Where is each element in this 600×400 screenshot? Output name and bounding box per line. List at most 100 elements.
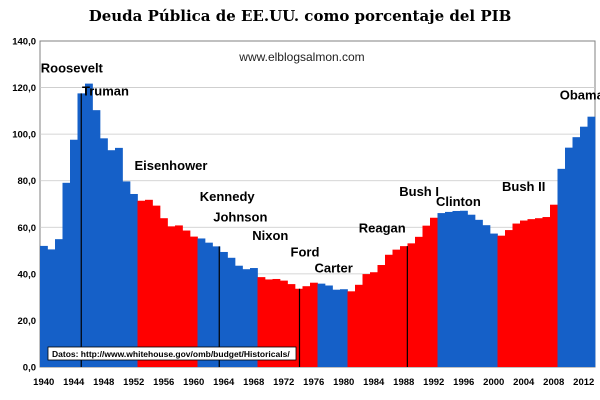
bars bbox=[40, 83, 596, 368]
x-tick-label: 1968 bbox=[243, 377, 264, 388]
bar-2009 bbox=[557, 168, 566, 367]
x-tick-label: 1952 bbox=[123, 377, 144, 388]
president-label: Bush II bbox=[502, 179, 545, 194]
x-tick-label: 1948 bbox=[93, 377, 114, 388]
bar-2008 bbox=[550, 204, 558, 367]
bar-2006 bbox=[535, 218, 543, 367]
bar-1998 bbox=[475, 219, 483, 367]
x-tick-label: 1960 bbox=[183, 377, 204, 388]
source-box bbox=[47, 346, 297, 361]
bar-1979 bbox=[332, 289, 341, 367]
x-tick-label: 1988 bbox=[393, 377, 414, 388]
bar-1968 bbox=[250, 268, 258, 367]
source-note: Datos: http://www.whitehouse.gov/omb/bud… bbox=[52, 349, 290, 359]
bar-1997 bbox=[467, 214, 476, 367]
bar-1983 bbox=[362, 274, 371, 367]
president-label: Nixon bbox=[252, 228, 288, 243]
bar-1994 bbox=[445, 211, 453, 367]
bar-1949 bbox=[107, 150, 116, 367]
y-tick-label: 20,0 bbox=[18, 316, 37, 327]
x-tick-label: 1980 bbox=[333, 377, 354, 388]
bar-1972 bbox=[280, 280, 288, 367]
bar-1978 bbox=[325, 285, 333, 367]
bar-2007 bbox=[542, 217, 551, 367]
president-label: Clinton bbox=[436, 194, 481, 209]
bar-1959 bbox=[182, 230, 191, 367]
president-label: Eisenhower bbox=[135, 158, 208, 173]
y-tick-label: 120,0 bbox=[12, 83, 36, 94]
x-tick-label: 1992 bbox=[423, 377, 444, 388]
bar-1982 bbox=[355, 284, 363, 367]
x-tick-label: 1972 bbox=[273, 377, 294, 388]
president-label: Truman bbox=[82, 84, 129, 99]
bar-1990 bbox=[415, 236, 423, 367]
x-tick-label: 1996 bbox=[453, 377, 474, 388]
bar-1950 bbox=[115, 147, 123, 367]
bar-2001 bbox=[497, 235, 506, 367]
bar-2013 bbox=[587, 116, 596, 367]
bar-1953 bbox=[137, 200, 146, 367]
x-tick-label: 2012 bbox=[573, 377, 594, 388]
x-tick-label: 1964 bbox=[213, 377, 235, 388]
president-label: Ford bbox=[291, 244, 320, 259]
bar-1970 bbox=[265, 279, 273, 367]
bar-1940 bbox=[40, 245, 48, 367]
bar-1981 bbox=[347, 291, 356, 367]
y-tick-label: 0,0 bbox=[23, 363, 36, 374]
bar-1954 bbox=[145, 199, 153, 367]
x-tick-label: 1944 bbox=[63, 377, 85, 388]
bar-1955 bbox=[152, 205, 161, 367]
president-label: Kennedy bbox=[200, 189, 256, 204]
y-tick-label: 140,0 bbox=[12, 37, 36, 48]
bar-1958 bbox=[175, 225, 183, 367]
president-label: Carter bbox=[315, 261, 353, 276]
bar-1985 bbox=[377, 265, 386, 367]
bar-1973 bbox=[287, 284, 296, 367]
bar-1965 bbox=[227, 257, 236, 367]
bar-1962 bbox=[205, 242, 213, 367]
term-divider-lines bbox=[80, 93, 408, 367]
y-tick-label: 40,0 bbox=[18, 269, 37, 280]
bar-1966 bbox=[235, 265, 243, 367]
bar-1948 bbox=[100, 138, 108, 367]
x-tick-label: 1984 bbox=[363, 377, 385, 388]
bar-1967 bbox=[242, 269, 251, 367]
bar-1960 bbox=[190, 236, 198, 367]
bar-2005 bbox=[527, 219, 536, 367]
bar-1971 bbox=[272, 278, 281, 367]
bar-1996 bbox=[460, 210, 468, 367]
bar-1984 bbox=[370, 272, 378, 367]
bar-1941 bbox=[47, 249, 56, 367]
watermark: www.elblogsalmon.com bbox=[238, 50, 364, 64]
bar-2003 bbox=[512, 223, 521, 367]
bar-1946 bbox=[85, 83, 93, 367]
bar-1964 bbox=[220, 251, 228, 367]
bar-1986 bbox=[385, 254, 393, 367]
president-label: Reagan bbox=[359, 220, 406, 235]
bar-1988 bbox=[400, 246, 408, 367]
president-labels: Roosevelt Truman Eisenhower Kennedy Johnson N… bbox=[41, 60, 600, 275]
bar-1947 bbox=[92, 110, 101, 367]
x-tick-label: 1940 bbox=[33, 377, 54, 388]
bar-1992 bbox=[430, 217, 438, 367]
bar-2002 bbox=[505, 230, 513, 367]
bar-1969 bbox=[257, 277, 266, 367]
bar-1995 bbox=[452, 210, 461, 367]
bar-2004 bbox=[520, 220, 528, 367]
bar-1980 bbox=[340, 289, 348, 367]
bar-1944 bbox=[70, 139, 78, 367]
bar-2012 bbox=[580, 126, 588, 367]
bar-1999 bbox=[482, 225, 491, 367]
x-axis-labels: 1940 1944 1948 1952 1956 1960 1964 1968 1972 1976… bbox=[33, 377, 594, 388]
bar-1975 bbox=[302, 286, 311, 367]
bar-1977 bbox=[317, 283, 326, 367]
y-axis-labels: 0,0 20,0 40,0 60,0 80,0 100,0 120,0 140,0 bbox=[12, 37, 36, 374]
chart-title: Deuda Pública de EE.UU. como porcentaje … bbox=[89, 7, 512, 25]
bar-2000 bbox=[490, 233, 498, 367]
y-tick-label: 60,0 bbox=[18, 223, 37, 234]
bar-1942 bbox=[55, 239, 63, 367]
president-label: Roosevelt bbox=[41, 60, 104, 75]
x-tick-label: 2004 bbox=[513, 377, 535, 388]
bar-1956 bbox=[160, 218, 168, 367]
